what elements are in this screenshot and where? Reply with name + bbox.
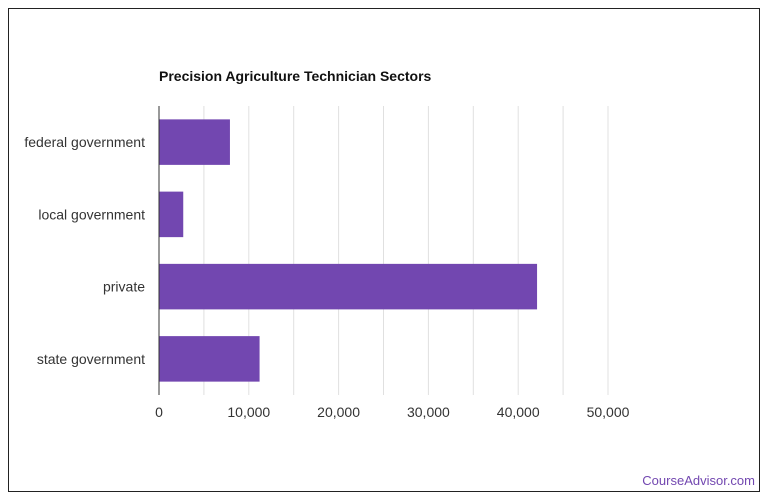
category-labels: federal government local government privat…	[24, 134, 145, 367]
chart-title: Precision Agriculture Technician Sectors	[159, 68, 432, 84]
grid-lines	[203, 106, 609, 395]
category-label: private	[103, 279, 145, 295]
source-link[interactable]: CourseAdvisor.com	[642, 473, 755, 488]
bar-series	[159, 119, 538, 382]
category-label: federal government	[24, 134, 145, 150]
x-tick-label: 0	[155, 404, 163, 420]
x-tick-labels: 0 10,000 20,000 30,000 40,000 50,000	[155, 404, 630, 420]
x-tick-label: 40,000	[497, 404, 540, 420]
bar-federal-government[interactable]	[159, 119, 230, 165]
x-tick-label: 20,000	[317, 404, 360, 420]
x-tick-label: 30,000	[407, 404, 450, 420]
bar-local-government[interactable]	[159, 191, 184, 238]
category-label: state government	[37, 351, 145, 367]
x-tick-label: 10,000	[227, 404, 270, 420]
x-tick-label: 50,000	[587, 404, 630, 420]
bar-state-government[interactable]	[159, 336, 260, 382]
bar-private[interactable]	[159, 263, 538, 310]
category-label: local government	[38, 206, 145, 222]
